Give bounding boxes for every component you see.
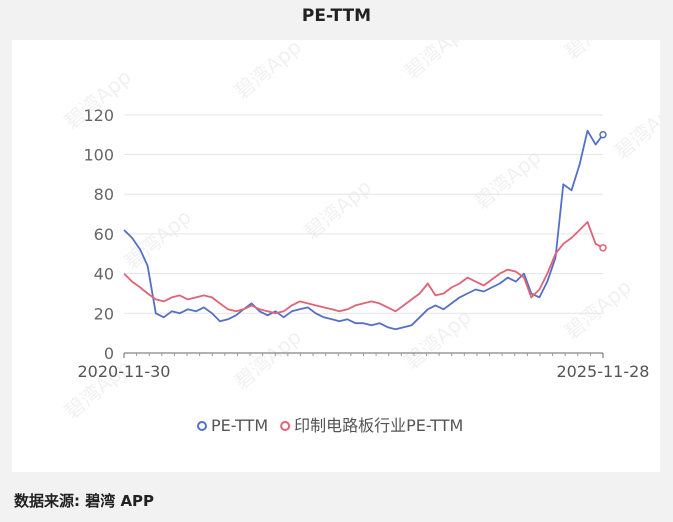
- watermark-text: 碧湾App: [120, 205, 196, 274]
- watermark-text: 碧湾App: [400, 40, 476, 84]
- y-tick-label: 60: [94, 225, 114, 244]
- chart-panel: 碧湾App 碧湾App 碧湾App 碧湾App 碧湾App 碧湾App 碧湾App 碧湾App…: [12, 40, 660, 472]
- y-tick-label: 20: [94, 304, 114, 323]
- x-axis: 2020-11-30 2025-11-28: [78, 352, 650, 381]
- y-tick-label: 0: [104, 344, 114, 363]
- y-axis-ticks: 0 20 40 60 80 100 120: [83, 106, 114, 363]
- series-end-point: [599, 244, 607, 252]
- y-tick-label: 40: [94, 265, 114, 284]
- watermark-text: 碧湾App: [560, 40, 636, 64]
- legend-item-pe-ttm[interactable]: PE-TTM: [197, 416, 268, 435]
- y-tick-label: 80: [94, 185, 114, 204]
- y-tick-label: 100: [83, 146, 114, 165]
- watermark-text: 碧湾App: [560, 275, 636, 344]
- watermark-text: 碧湾App: [230, 40, 306, 104]
- watermark-text: 碧湾App: [230, 325, 306, 394]
- x-tick-label: 2025-11-28: [557, 362, 650, 381]
- legend-marker: [280, 421, 291, 431]
- series-line-industry-pe-ttm: [123, 221, 604, 315]
- watermark-text: 碧湾App: [400, 305, 476, 374]
- legend[interactable]: PE-TTM 印制电路板行业PE-TTM: [197, 416, 463, 435]
- series-layer: [123, 129, 607, 331]
- series-line-pe-ttm: [123, 129, 604, 331]
- pe-ttm-chart: 碧湾App 碧湾App 碧湾App 碧湾App 碧湾App 碧湾App 碧湾App 碧湾App…: [60, 40, 660, 435]
- legend-item-industry-pe-ttm[interactable]: 印制电路板行业PE-TTM: [280, 416, 463, 435]
- legend-label: PE-TTM: [211, 416, 268, 435]
- legend-marker: [197, 421, 207, 431]
- x-tick-label: 2020-11-30: [78, 362, 171, 381]
- y-tick-label: 120: [83, 106, 114, 125]
- watermark-text: 碧湾App: [610, 95, 660, 164]
- data-source-label: 数据来源: 碧湾 APP: [14, 492, 155, 510]
- chart-title: PE-TTM: [301, 6, 372, 26]
- series-end-point: [599, 130, 607, 139]
- legend-label: 印制电路板行业PE-TTM: [294, 416, 463, 435]
- grid-lines: [124, 114, 603, 314]
